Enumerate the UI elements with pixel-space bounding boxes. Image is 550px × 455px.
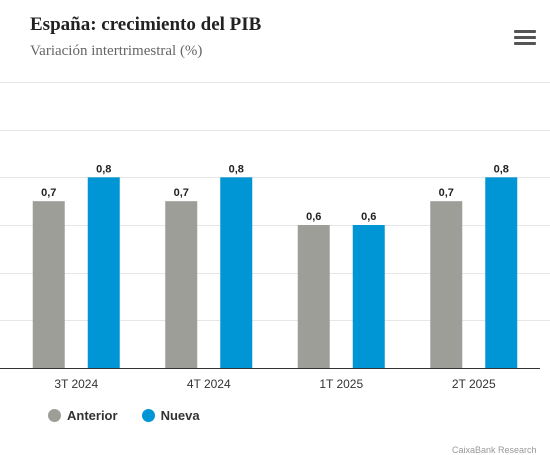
data-label: 0,8 [96,163,111,175]
bar-anterior [430,201,463,368]
data-label: 0,7 [41,187,56,199]
chart-subtitle: Variación intertrimestral (%) [30,43,203,59]
hamburger-menu-icon[interactable] [514,30,536,50]
data-label: 0,6 [361,211,376,223]
bar-nueva [87,177,120,368]
bar-nueva [352,225,385,368]
bar-anterior [297,225,330,368]
legend: Anterior Nueva [48,406,224,424]
chart-title: España: crecimiento del PIB [30,14,262,35]
x-tick-label: 3T 2024 [54,377,98,391]
data-label: 0,7 [439,187,454,199]
menu-line-icon [514,30,536,33]
x-tick-label: 1T 2025 [319,377,363,391]
legend-label-anterior: Anterior [67,407,118,423]
x-tick-label: 2T 2025 [452,377,496,391]
bar-anterior [32,201,65,368]
bar-anterior [165,201,198,368]
legend-dot-nueva [141,408,155,422]
legend-dot-anterior [48,408,61,422]
menu-line-icon [514,36,536,39]
data-label: 0,7 [174,187,189,199]
menu-line-icon [514,42,536,45]
legend-item-nueva[interactable]: Nueva [141,407,200,423]
data-label: 0,8 [494,163,509,175]
x-tick-label: 4T 2024 [187,377,231,391]
bar-nueva [220,177,253,368]
source-credit: CaixaBank Research [452,445,537,455]
data-label: 0,6 [306,211,321,223]
bar-nueva [485,177,518,368]
data-label: 0,8 [229,163,244,175]
legend-item-anterior[interactable]: Anterior [48,408,118,423]
legend-label-nueva: Nueva [160,407,200,423]
